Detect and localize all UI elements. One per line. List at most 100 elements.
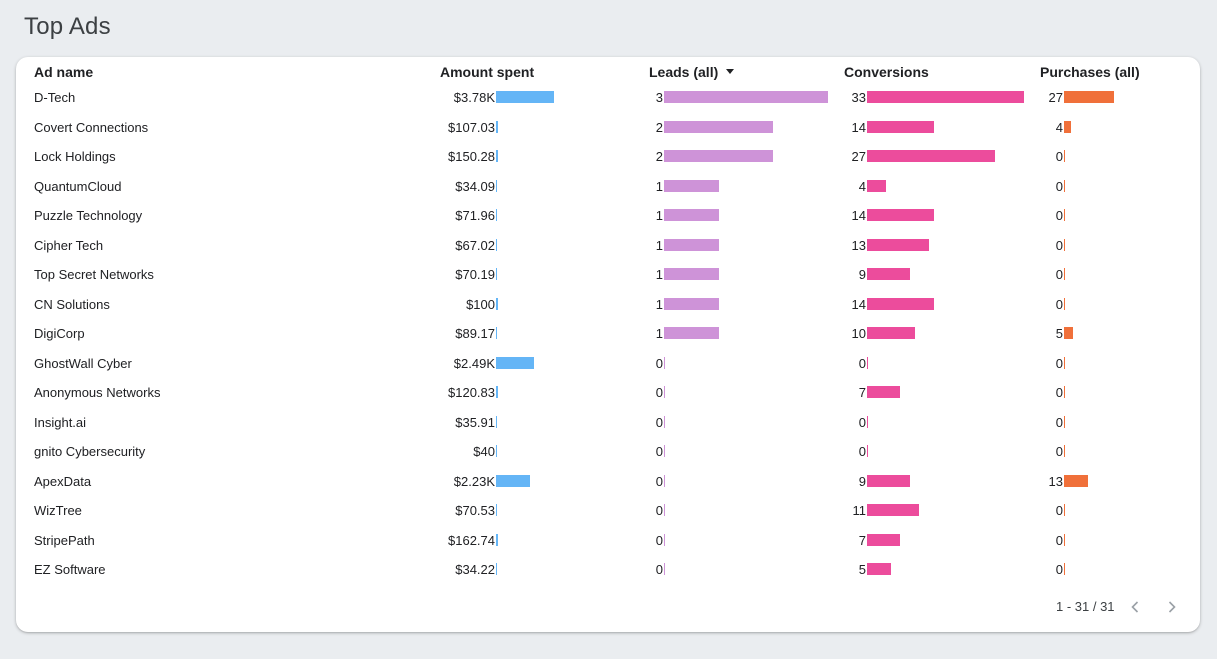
amount-spent-bar — [496, 91, 554, 103]
table-row[interactable]: Covert Connections $107.03 2 14 4 — [16, 114, 1200, 143]
amount-spent-value: $107.03 — [448, 119, 495, 135]
amount-spent-value: $70.19 — [455, 267, 495, 282]
amount-spent-value: $71.96 — [455, 208, 495, 223]
ad-name-cell: ApexData — [34, 473, 92, 489]
conversions-bar — [867, 150, 995, 162]
leads-value: 0 — [655, 503, 663, 518]
conversions-bar — [867, 563, 891, 575]
column-header-leads[interactable]: Leads (all) — [649, 64, 735, 80]
purchases-value: 0 — [1055, 267, 1063, 282]
ad-name-cell: Puzzle Technology — [34, 208, 143, 223]
purchases-bar — [1064, 445, 1065, 457]
ad-name-cell: Cipher Tech — [34, 237, 104, 253]
next-page-button[interactable] — [1161, 596, 1183, 618]
leads-bar — [664, 356, 665, 369]
leads-bar — [664, 297, 719, 310]
page-title: Top Ads — [24, 13, 111, 40]
purchases-value: 0 — [1055, 296, 1063, 312]
top-ads-table-card: Ad name Amount spent Leads (all) Convers… — [16, 57, 1200, 632]
column-header-purchases[interactable]: Purchases (all) — [1040, 64, 1140, 80]
leads-value: 1 — [655, 178, 663, 194]
purchases-bar — [1064, 474, 1088, 487]
conversions-bar — [867, 120, 934, 133]
table-row[interactable]: Lock Holdings $150.28 2 27 0 — [16, 143, 1200, 172]
leads-bar — [664, 563, 665, 575]
table-row[interactable]: CN Solutions $100 1 14 0 — [16, 291, 1200, 320]
table-row[interactable]: Puzzle Technology $71.96 1 14 0 — [16, 202, 1200, 231]
sort-descending-icon — [726, 68, 735, 74]
ad-name-cell: QuantumCloud — [34, 178, 122, 194]
purchases-value: 0 — [1055, 178, 1063, 194]
conversions-value: 33 — [851, 90, 866, 105]
conversions-bar — [867, 268, 910, 280]
purchases-value: 0 — [1055, 414, 1063, 430]
conversions-bar — [867, 415, 868, 428]
amount-spent-value: $120.83 — [448, 385, 495, 400]
conversions-bar — [867, 179, 886, 192]
amount-spent-value: $70.53 — [455, 503, 495, 518]
conversions-value: 10 — [851, 326, 866, 341]
table-row[interactable]: Insight.ai $35.91 0 0 0 — [16, 409, 1200, 438]
table-row[interactable]: Cipher Tech $67.02 1 13 0 — [16, 232, 1200, 261]
amount-spent-value: $34.09 — [455, 178, 495, 194]
amount-spent-value: $67.02 — [455, 237, 495, 253]
ad-name-cell: StripePath — [34, 532, 95, 548]
amount-spent-value: $2.49K — [453, 355, 495, 371]
leads-value: 0 — [655, 385, 663, 400]
conversions-value: 13 — [851, 237, 866, 253]
conversions-value: 9 — [858, 473, 866, 489]
purchases-value: 0 — [1055, 444, 1063, 459]
table-row[interactable]: ApexData $2.23K 0 9 13 — [16, 468, 1200, 497]
conversions-value: 0 — [858, 355, 866, 371]
conversions-value: 5 — [858, 562, 866, 577]
amount-spent-bar — [496, 415, 497, 428]
column-header-amount-spent[interactable]: Amount spent — [440, 64, 535, 80]
leads-value: 3 — [655, 90, 663, 105]
amount-spent-bar — [496, 533, 498, 546]
column-header-conversions[interactable]: Conversions — [844, 64, 929, 80]
purchases-bar — [1064, 504, 1065, 516]
table-row[interactable]: Anonymous Networks $120.83 0 7 0 — [16, 379, 1200, 408]
table-row[interactable]: WizTree $70.53 0 11 0 — [16, 497, 1200, 526]
amount-spent-bar — [496, 209, 497, 221]
conversions-bar — [867, 209, 934, 221]
conversions-value: 7 — [858, 385, 866, 400]
table-row[interactable]: GhostWall Cyber $2.49K 0 0 0 — [16, 350, 1200, 379]
conversions-bar — [867, 297, 934, 310]
purchases-bar — [1064, 297, 1065, 310]
purchases-bar — [1064, 209, 1065, 221]
purchases-value: 0 — [1055, 237, 1063, 253]
ad-name-cell: Anonymous Networks — [34, 385, 161, 400]
leads-bar — [664, 238, 719, 251]
conversions-bar — [867, 533, 900, 546]
amount-spent-bar — [496, 474, 530, 487]
purchases-value: 0 — [1055, 208, 1063, 223]
table-row[interactable]: QuantumCloud $34.09 1 4 0 — [16, 173, 1200, 202]
purchases-value: 0 — [1055, 355, 1063, 371]
ad-name-cell: EZ Software — [34, 562, 106, 577]
table-row[interactable]: gnito Cybersecurity $40 0 0 0 — [16, 438, 1200, 467]
amount-spent-value: $100 — [466, 296, 495, 312]
table-row[interactable]: EZ Software $34.22 0 5 0 — [16, 556, 1200, 585]
leads-value: 1 — [655, 326, 663, 341]
leads-value: 2 — [655, 149, 663, 164]
conversions-value: 0 — [858, 444, 866, 459]
amount-spent-value: $89.17 — [455, 326, 495, 341]
leads-bar — [664, 504, 665, 516]
table-row[interactable]: StripePath $162.74 0 7 0 — [16, 527, 1200, 556]
leads-bar — [664, 209, 719, 221]
amount-spent-value: $150.28 — [448, 149, 495, 164]
leads-value: 2 — [655, 119, 663, 135]
leads-value: 1 — [655, 208, 663, 223]
purchases-value: 4 — [1055, 119, 1063, 135]
ad-name-cell: Covert Connections — [34, 119, 149, 135]
leads-bar — [664, 150, 773, 162]
table-row[interactable]: D-Tech $3.78K 3 33 27 — [16, 84, 1200, 113]
amount-spent-value: $2.23K — [453, 473, 495, 489]
amount-spent-value: $3.78K — [453, 90, 495, 105]
table-row[interactable]: Top Secret Networks $70.19 1 9 0 — [16, 261, 1200, 290]
table-row[interactable]: DigiCorp $89.17 1 10 5 — [16, 320, 1200, 349]
column-header-ad-name[interactable]: Ad name — [34, 64, 94, 80]
previous-page-button[interactable] — [1124, 596, 1146, 618]
leads-value: 0 — [655, 355, 663, 371]
